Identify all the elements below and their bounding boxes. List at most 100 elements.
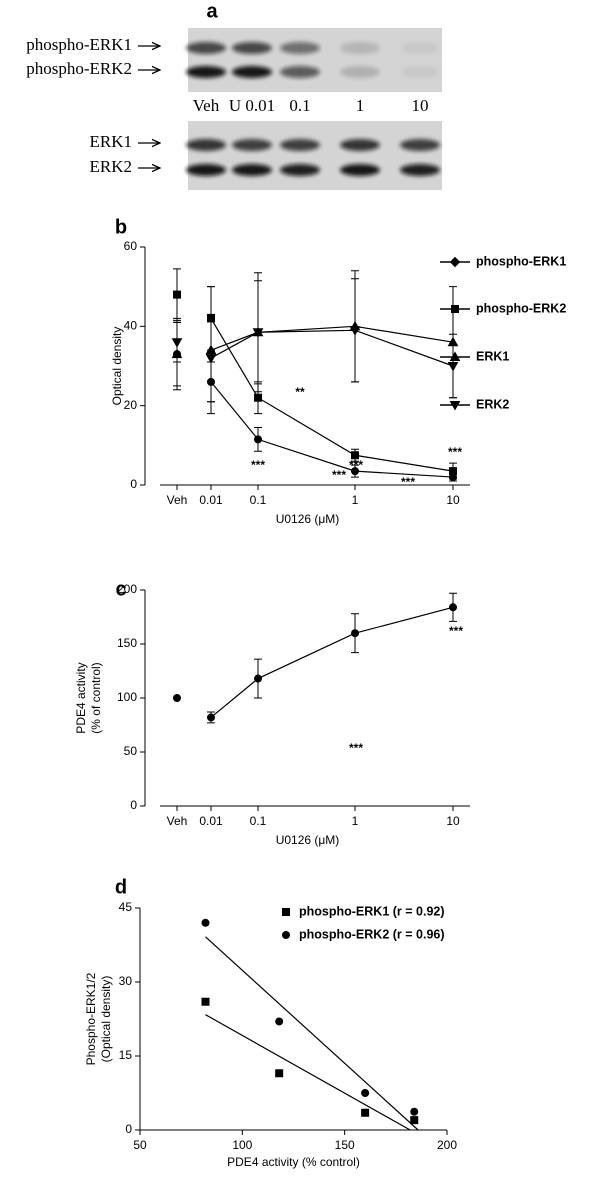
point (410, 1107, 419, 1116)
annotation: *** (349, 458, 363, 472)
x-tick-label: 10 (446, 814, 460, 828)
y-tick-label: 40 (124, 319, 138, 333)
legend-label: phospho-ERK2 (476, 301, 566, 315)
point (173, 694, 181, 702)
x-tick-label: 0.1 (250, 493, 267, 507)
x-tick-label: 50 (133, 1138, 147, 1152)
annotation: *** (332, 468, 346, 482)
y-axis-label: Phospho-ERK1/2 (84, 972, 98, 1065)
x-tick-label: 100 (232, 1138, 252, 1152)
series-line (210, 329, 454, 367)
x-tick-label: 0.01 (199, 493, 223, 507)
band (340, 66, 380, 78)
band (400, 139, 440, 151)
point (171, 338, 183, 348)
annotation: *** (251, 458, 265, 472)
legend-label: phospho-ERK2 (r = 0.96) (299, 927, 445, 941)
point (361, 1108, 370, 1117)
y-tick-label: 0 (125, 1122, 132, 1136)
series-line (210, 318, 454, 472)
legend-label: phospho-ERK1 (476, 254, 566, 268)
legend-marker (282, 931, 290, 939)
panel-label: b (115, 216, 127, 238)
y-tick-label: 50 (124, 744, 138, 758)
panel-label: c (115, 578, 126, 600)
band (400, 164, 440, 176)
legend-marker (282, 908, 290, 916)
point (205, 354, 217, 364)
x-tick-label: Veh (167, 814, 188, 828)
band (186, 164, 226, 176)
legend-label: phospho-ERK1 (r = 0.92) (299, 904, 445, 918)
y-tick-label: 15 (119, 1048, 133, 1062)
band (280, 66, 320, 78)
fit-line (205, 936, 419, 1131)
legend-marker (449, 401, 461, 411)
point (254, 674, 262, 683)
fit-line (205, 1014, 411, 1131)
lane-label: 10 (412, 96, 429, 115)
band-label: phospho-ERK2 (26, 59, 132, 78)
band (280, 139, 320, 151)
point (361, 1089, 370, 1097)
y-tick-label: 20 (124, 398, 138, 412)
point (449, 603, 457, 612)
band (400, 66, 440, 78)
legend-marker (451, 305, 459, 313)
x-tick-label: 0.01 (199, 814, 223, 828)
point (254, 393, 262, 402)
x-tick-label: 150 (335, 1138, 355, 1152)
band (400, 42, 440, 54)
panel-label: a (206, 0, 218, 22)
panel-label: d (115, 876, 127, 898)
blot-background (188, 28, 442, 92)
y-tick-label: 0 (130, 798, 137, 812)
y-tick-label: 0 (130, 477, 137, 491)
band (232, 66, 272, 78)
point (349, 326, 361, 336)
band-label: phospho-ERK1 (26, 35, 132, 54)
y-axis-label: (% of control) (89, 662, 103, 733)
y-tick-label: 45 (119, 900, 133, 914)
point (207, 713, 215, 722)
band (340, 42, 380, 54)
point (252, 328, 264, 338)
band (340, 164, 380, 176)
point (447, 362, 459, 372)
point (254, 435, 262, 444)
annotation: *** (349, 741, 363, 755)
x-tick-label: 200 (437, 1138, 457, 1152)
y-tick-label: 30 (119, 974, 133, 988)
lane-label: U 0.01 (229, 96, 275, 115)
y-tick-label: 200 (117, 582, 137, 596)
x-tick-label: 0.1 (250, 814, 267, 828)
legend-label: ERK1 (476, 349, 509, 363)
annotation: ** (295, 385, 305, 399)
x-axis-label: U0126 (μM) (276, 833, 340, 847)
lane-label: 1 (356, 96, 365, 115)
band (186, 42, 226, 54)
point (275, 1069, 284, 1078)
point (351, 629, 359, 638)
y-tick-label: 60 (124, 239, 138, 253)
series-line (210, 325, 454, 351)
y-axis-label: PDE4 activity (74, 662, 88, 733)
annotation: *** (449, 624, 463, 638)
y-tick-label: 100 (117, 690, 137, 704)
y-axis-label: (Optical density) (99, 976, 113, 1063)
annotation: *** (401, 475, 415, 489)
series-line (210, 606, 454, 718)
point (351, 467, 359, 476)
band (232, 164, 272, 176)
point (410, 1116, 419, 1125)
blot (186, 28, 442, 190)
blot-background (188, 121, 442, 190)
x-axis-label: U0126 (μM) (276, 512, 340, 526)
band (186, 66, 226, 78)
band (232, 42, 272, 54)
legend-marker (449, 256, 461, 268)
x-tick-label: 1 (352, 493, 359, 507)
x-axis-label: PDE4 activity (% control) (227, 1155, 360, 1169)
point (351, 451, 359, 460)
band (280, 42, 320, 54)
